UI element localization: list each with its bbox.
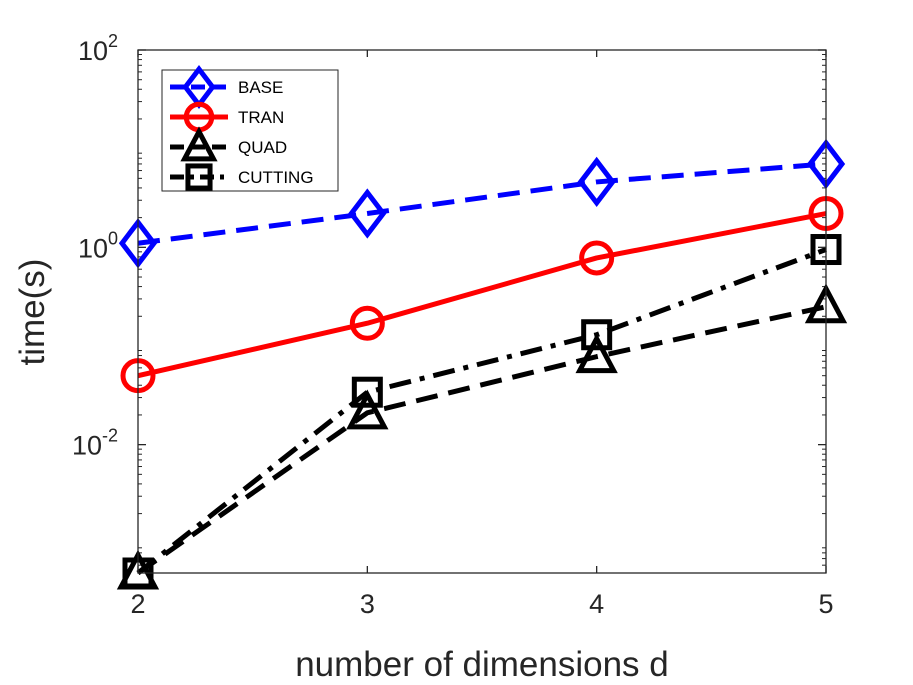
x-tick-label: 2 — [130, 589, 145, 619]
series-line-quad — [136, 304, 827, 576]
data-point-cutting — [351, 376, 383, 408]
legend: BASE TRAN QUAD CUTTING — [161, 65, 339, 192]
legend-box — [161, 69, 339, 192]
legend-label-cutting: CUTTING — [238, 168, 314, 187]
legend-label-base: BASE — [238, 78, 283, 97]
y-axis-ticks: 10-2 100 102 — [72, 31, 826, 461]
data-point-quad — [346, 389, 389, 430]
legend-label-quad: QUAD — [238, 138, 287, 157]
legend-marker-cutting — [185, 163, 213, 191]
data-point-quad — [575, 333, 618, 374]
x-axis-title: number of dimensions d — [295, 645, 669, 684]
series-line-cutting — [136, 247, 827, 575]
y-axis-title: time(s) — [13, 259, 52, 366]
data-point-tran — [579, 240, 615, 276]
x-tick-label: 3 — [360, 589, 375, 619]
y-tick-label: 100 — [78, 228, 118, 263]
data-point-cutting — [581, 319, 613, 351]
plot-frame — [137, 49, 827, 574]
data-point-base — [348, 188, 387, 239]
x-axis-ticks: 2 3 4 5 — [130, 50, 834, 619]
x-tick-label: 4 — [589, 589, 604, 619]
data-point-base — [577, 156, 616, 208]
legend-label-tran: TRAN — [238, 108, 284, 127]
x-tick-label: 5 — [818, 589, 833, 619]
legend-marker-quad — [180, 126, 218, 162]
series-lines — [136, 161, 827, 576]
series-line-tran — [137, 211, 827, 379]
data-point-tran — [349, 305, 385, 341]
y-tick-label: 10-2 — [72, 426, 118, 461]
series-line-base — [137, 161, 827, 246]
y-tick-label: 102 — [78, 31, 118, 66]
